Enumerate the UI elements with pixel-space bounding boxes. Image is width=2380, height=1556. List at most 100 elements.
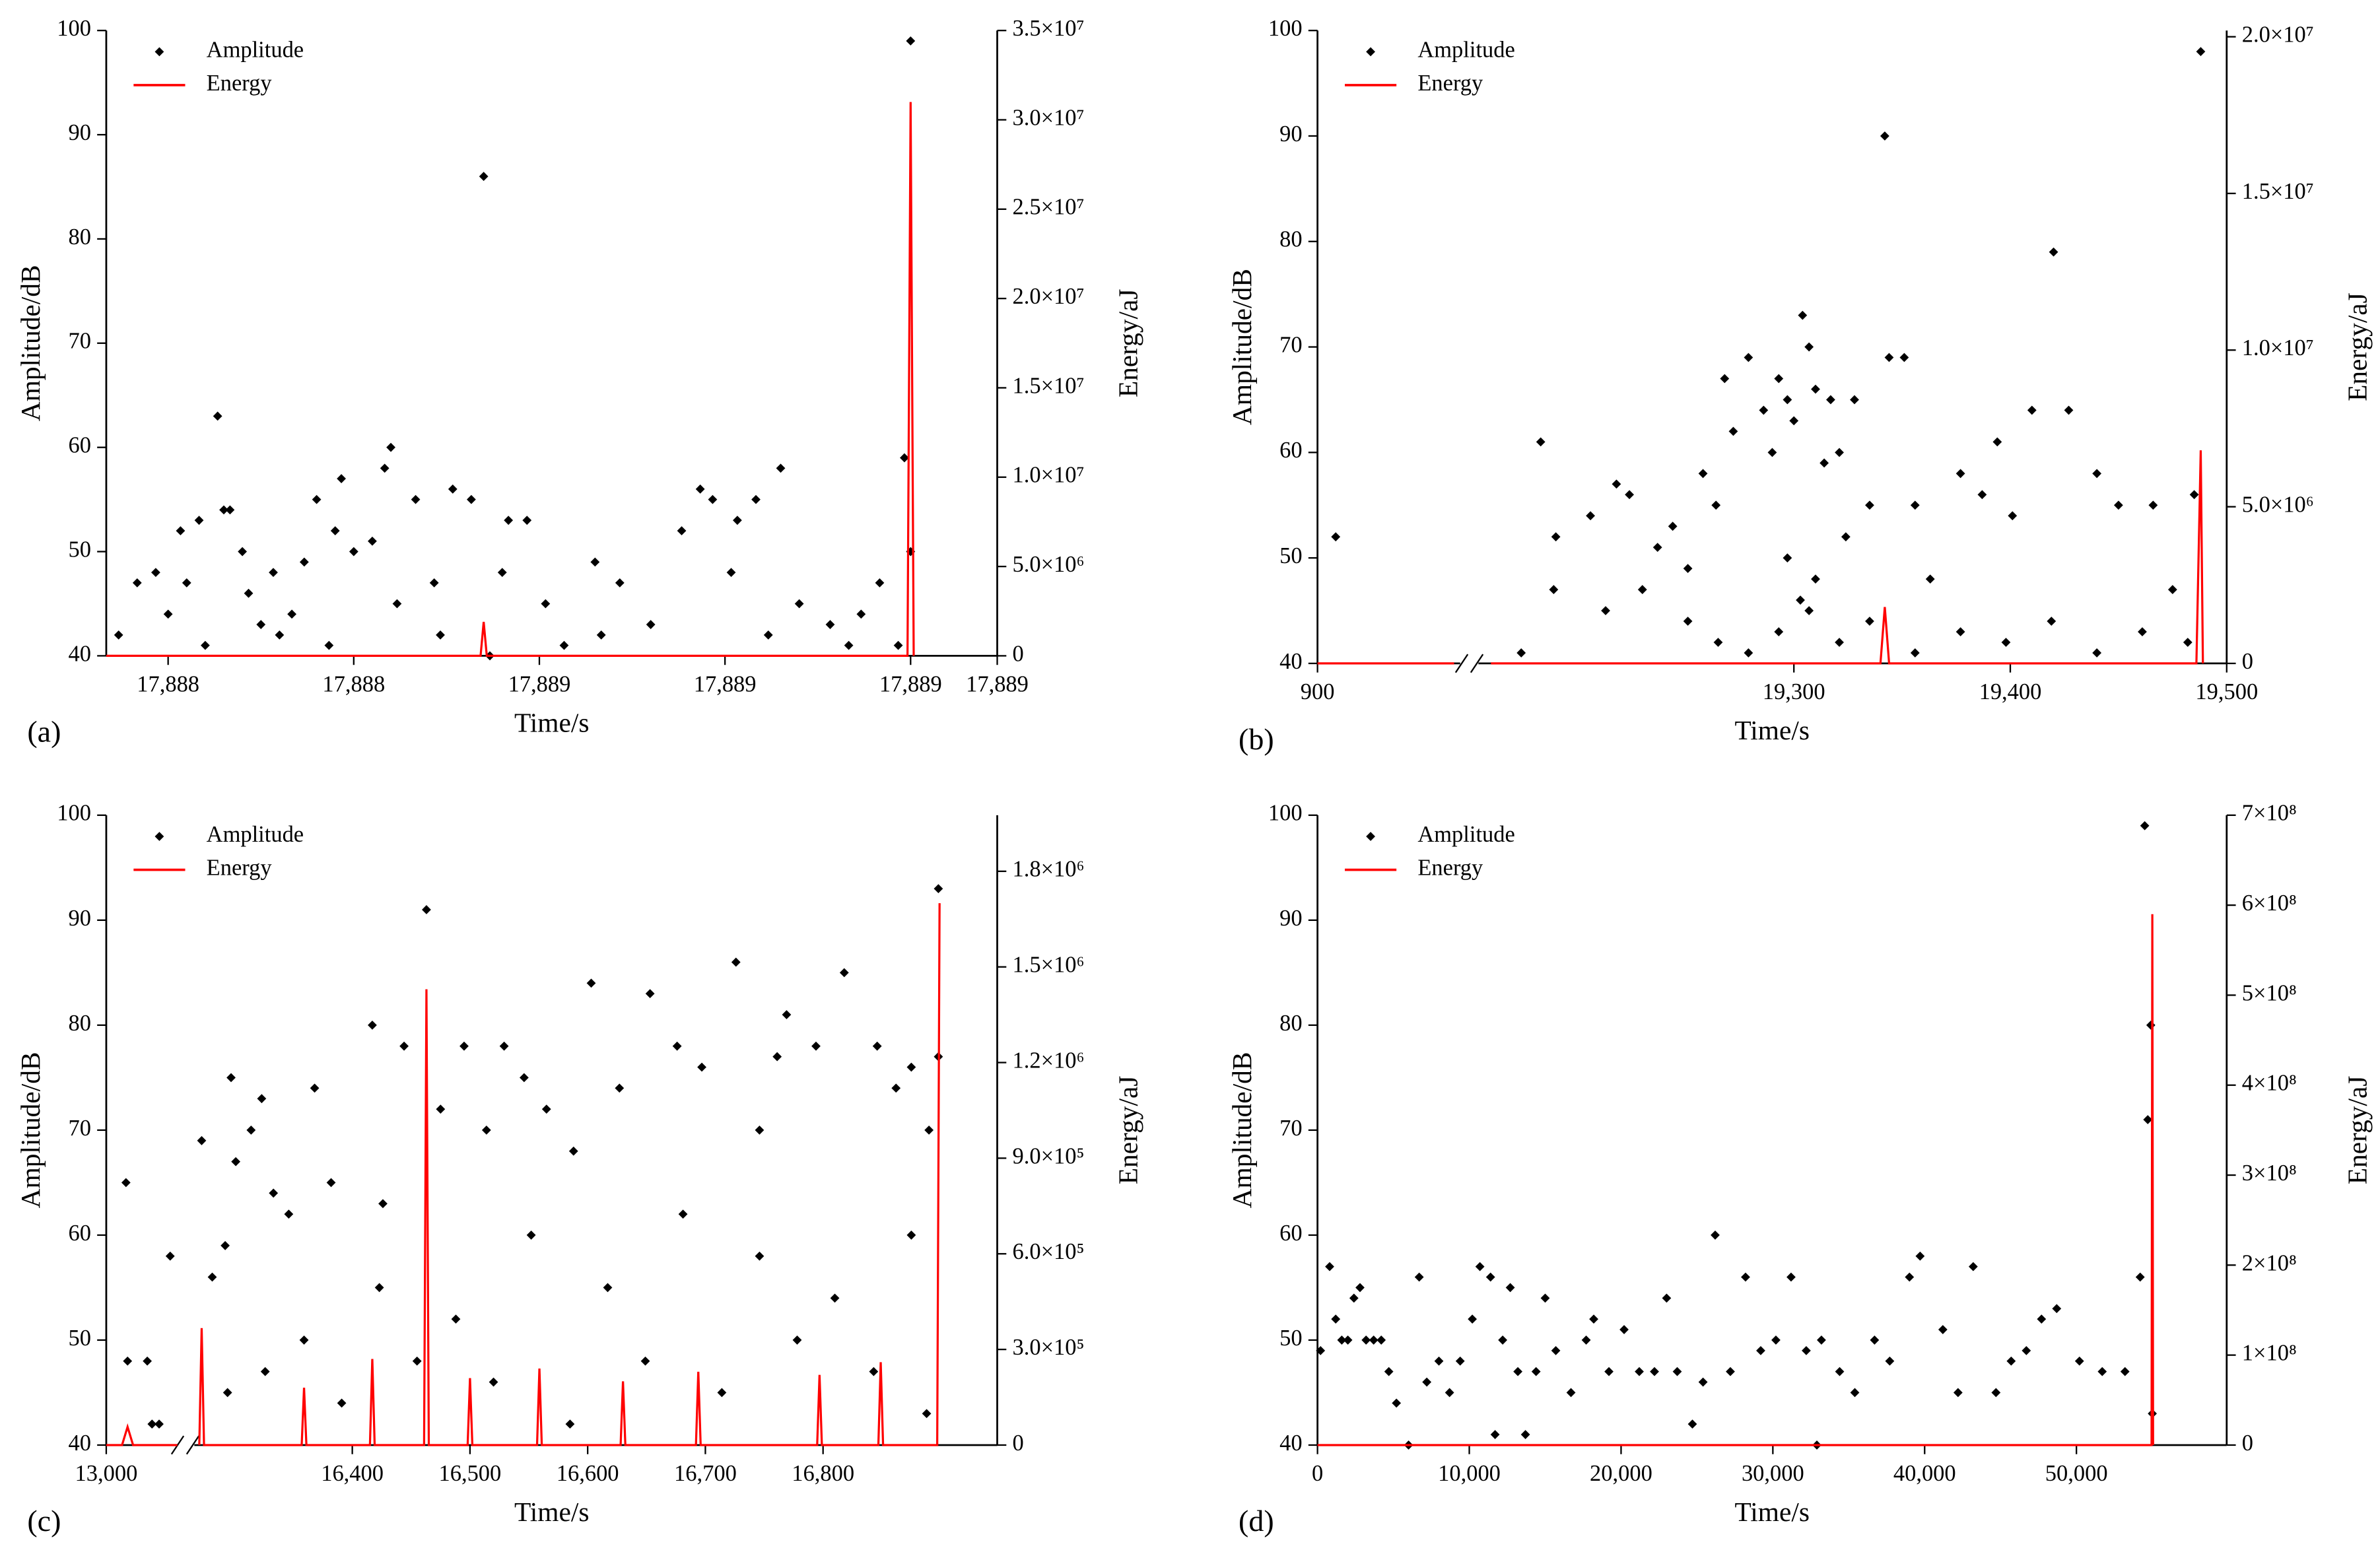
amplitude-point [1711, 1231, 1720, 1240]
amplitude-point [792, 1336, 802, 1345]
amplitude-point [2022, 1345, 2031, 1355]
axis-break [1454, 654, 1469, 673]
amplitude-point [1668, 522, 1678, 531]
y2-tick-label: 0 [1013, 641, 1024, 666]
amplitude-point [163, 609, 173, 619]
energy-line [1491, 450, 2204, 665]
x-tick-label: 19,500 [2195, 679, 2258, 704]
y-tick-label: 100 [57, 16, 91, 41]
amplitude-point [244, 588, 254, 598]
amplitude-point [1652, 543, 1662, 553]
amplitude-point [1789, 416, 1799, 426]
y2-tick-label: 1.2×10⁶ [1013, 1048, 1085, 1073]
panel: 40 50 60 70 80 90 100 0 5.0×10⁶ 1.0×10⁷ 1.5×10⁷ 2.0… [1227, 16, 2373, 756]
amplitude-point [1783, 553, 1792, 563]
amplitude-point [1683, 564, 1693, 574]
amplitude-point [519, 1073, 529, 1083]
amplitude-point [2006, 1356, 2016, 1366]
y-axis-title: Amplitude/dB [1227, 1052, 1257, 1209]
amplitude-point [1625, 490, 1634, 500]
amplitude-point [811, 1041, 821, 1051]
y2-tick-label: 1.0×10⁷ [1013, 463, 1085, 488]
y2-tick-label: 1.8×10⁶ [1013, 857, 1085, 882]
panel: 40 50 60 70 80 90 100 0 5.0×10⁶ 1.0×10⁷ 1.5×10⁷ 2.0… [15, 16, 1143, 748]
amplitude-point [499, 1041, 509, 1051]
amplitude-point [312, 494, 322, 504]
amplitude-point [1331, 532, 1341, 542]
amplitude-point [1650, 1367, 1659, 1376]
panel-label: (d) [1239, 1504, 1274, 1538]
y2-tick-label: 3.0×10⁵ [1013, 1335, 1085, 1360]
amplitude-point [1756, 1345, 1765, 1355]
amplitude-point [1953, 1388, 1963, 1398]
amplitude-point [380, 463, 390, 473]
y2-tick-label: 0 [2242, 1431, 2253, 1456]
y2-tick-label: 6×10⁸ [2242, 891, 2297, 916]
energy-line [106, 1423, 178, 1446]
amplitude-point [568, 1146, 578, 1156]
axis-break [186, 1435, 200, 1455]
y2-axis-title: Energy/aJ [2342, 292, 2373, 401]
x-tick-label: 10,000 [1438, 1461, 1501, 1486]
panel-label: (a) [27, 715, 61, 749]
legend-label: Amplitude [207, 822, 304, 847]
amplitude-point [1992, 437, 2002, 447]
amplitude-point [123, 1356, 133, 1366]
amplitude-point [1468, 1314, 1478, 1324]
amplitude-point [1726, 1367, 1735, 1376]
amplitude-point [2097, 1367, 2107, 1376]
x-tick-label: 20,000 [1590, 1461, 1652, 1486]
amplitude-point [2140, 821, 2150, 830]
amplitude-point [207, 1272, 217, 1282]
amplitude-point [1586, 511, 1595, 521]
y-tick-label: 90 [1279, 121, 1302, 147]
y-tick-label: 100 [1268, 16, 1303, 41]
x-tick-label: 17,888 [322, 671, 385, 696]
y2-tick-label: 2.0×10⁷ [1013, 284, 1085, 309]
amplitude-point [1850, 1388, 1860, 1398]
amplitude-point [2148, 500, 2158, 510]
amplitude-point [349, 547, 358, 557]
amplitude-point [1422, 1377, 1432, 1387]
amplitude-point [1531, 1367, 1541, 1376]
y-tick-label: 60 [1279, 1221, 1302, 1246]
amplitude-point [226, 1073, 236, 1083]
amplitude-point [1369, 1336, 1378, 1345]
x-tick-label: 19,300 [1763, 679, 1825, 704]
amplitude-point [906, 36, 916, 46]
amplitude-point [1991, 1388, 2001, 1398]
y2-tick-label: 2.0×10⁷ [2242, 22, 2314, 48]
amplitude-point [368, 536, 377, 546]
amplitude-point [708, 494, 718, 504]
amplitude-point [1662, 1293, 1672, 1303]
amplitude-point [330, 526, 340, 535]
y2-axis-title: Energy/aJ [2342, 1076, 2373, 1185]
panel: 40 50 60 70 80 90 100 0 1×10⁸ 2×10⁸ 3×10⁸ 4×10⁸ 5×10… [1227, 801, 2373, 1538]
legend-swatch [154, 47, 164, 57]
x-axis-title: Time/s [514, 708, 589, 738]
x-tick-label: 900 [1301, 679, 1335, 704]
amplitude-point [2167, 585, 2177, 594]
x-tick-label: 17,889 [694, 671, 757, 696]
amplitude-point [1637, 585, 1647, 594]
amplitude-point [1683, 617, 1693, 626]
x-tick-label: 16,800 [792, 1461, 854, 1486]
amplitude-point [194, 516, 204, 525]
amplitude-point [1445, 1388, 1454, 1398]
amplitude-point [695, 484, 705, 494]
amplitude-point [1392, 1398, 1402, 1408]
amplitude-point [596, 630, 606, 640]
y2-tick-label: 3.5×10⁷ [1013, 16, 1085, 41]
amplitude-point [504, 516, 514, 525]
y2-tick-label: 2.5×10⁷ [1013, 195, 1085, 220]
amplitude-point [1325, 1262, 1334, 1271]
amplitude-point [1377, 1336, 1386, 1345]
amplitude-point [1728, 426, 1738, 436]
axis-break-gap [176, 1438, 195, 1452]
amplitude-point [2008, 511, 2018, 521]
x-tick-label: 16,500 [438, 1461, 501, 1486]
y-tick-label: 80 [68, 1011, 90, 1036]
amplitude-point [1337, 1336, 1347, 1345]
legend-label: Energy [1417, 856, 1483, 881]
amplitude-point [934, 884, 943, 894]
